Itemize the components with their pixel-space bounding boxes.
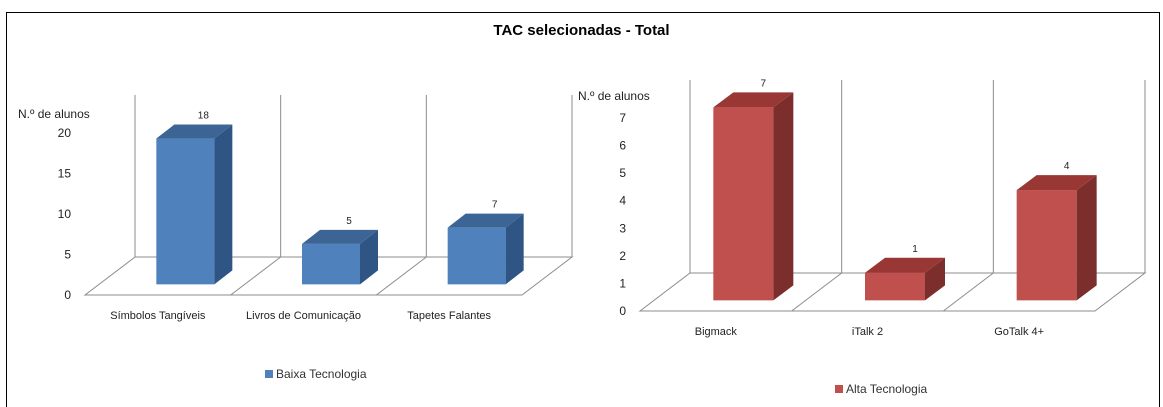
bar-top-high-0 xyxy=(713,92,794,108)
ylabel-high: N.º de alunos xyxy=(578,89,650,103)
bar-top-low-0 xyxy=(156,124,233,139)
legend-swatch-low-tech xyxy=(265,370,273,378)
legend-label-low-tech: Baixa Tecnologia xyxy=(276,367,367,381)
bar-top-high-1 xyxy=(865,257,945,273)
data-label-high-0: 7 xyxy=(761,78,767,89)
ytick-high-0: 0 xyxy=(619,304,626,318)
bar-top-low-2 xyxy=(447,213,524,228)
bar-side-low-0 xyxy=(214,124,233,285)
bar-side-low-2 xyxy=(505,213,524,285)
ytick-high-1: 1 xyxy=(619,276,626,290)
bar-top-low-1 xyxy=(302,229,378,244)
category-label-high-2: GoTalk 4+ xyxy=(994,326,1044,338)
legend-swatch-high-tech xyxy=(835,385,843,393)
bar-side-high-2 xyxy=(1076,175,1097,301)
category-label-high-1: iTalk 2 xyxy=(852,326,883,338)
ytick-high-3: 3 xyxy=(619,221,626,235)
bar-front-high-2 xyxy=(1016,190,1077,301)
floor-divider-low-2 xyxy=(376,256,427,296)
chart-frame xyxy=(6,12,1160,407)
bar-front-low-0 xyxy=(156,138,215,285)
bar-front-high-1 xyxy=(865,272,925,301)
bar-side-low-1 xyxy=(360,229,378,285)
ytick-low-5: 5 xyxy=(64,248,71,262)
bar-side-high-1 xyxy=(925,257,945,301)
ylabel-low: N.º de alunos xyxy=(18,107,90,121)
bar-side-high-0 xyxy=(773,92,794,301)
data-label-high-1: 1 xyxy=(912,244,918,255)
bar-front-high-0 xyxy=(713,107,774,301)
data-label-low-1: 5 xyxy=(346,216,352,227)
ytick-high-5: 5 xyxy=(619,166,626,180)
chart-title: TAC selecionadas - Total xyxy=(493,22,670,39)
category-label-low-2: Tapetes Falantes xyxy=(407,310,491,322)
category-label-high-0: Bigmack xyxy=(695,326,738,338)
ytick-low-0: 0 xyxy=(64,288,71,302)
bar-front-low-2 xyxy=(447,227,506,285)
bar-front-low-1 xyxy=(302,243,360,285)
legend-low-tech: Baixa Tecnologia xyxy=(265,367,367,381)
ytick-high-2: 2 xyxy=(619,249,626,263)
data-label-low-0: 18 xyxy=(198,111,210,122)
bar-top-high-2 xyxy=(1016,175,1097,191)
legend-high-tech: Alta Tecnologia xyxy=(835,382,927,396)
category-label-low-0: Símbolos Tangíveis xyxy=(110,310,206,322)
ytick-low-15: 15 xyxy=(58,167,72,181)
ytick-high-6: 6 xyxy=(619,139,626,153)
data-label-low-2: 7 xyxy=(492,200,498,211)
floor-divider-high-1 xyxy=(791,272,842,312)
data-label-high-2: 4 xyxy=(1064,161,1070,172)
ytick-low-20: 20 xyxy=(58,126,72,140)
category-label-low-1: Livros de Comunicação xyxy=(246,310,361,322)
ytick-high-4: 4 xyxy=(619,194,626,208)
floor-divider-high-2 xyxy=(943,272,994,312)
floor-divider-low-1 xyxy=(230,256,281,296)
ytick-high-7: 7 xyxy=(619,111,626,125)
legend-label-high-tech: Alta Tecnologia xyxy=(846,382,928,396)
ytick-low-10: 10 xyxy=(58,207,72,221)
